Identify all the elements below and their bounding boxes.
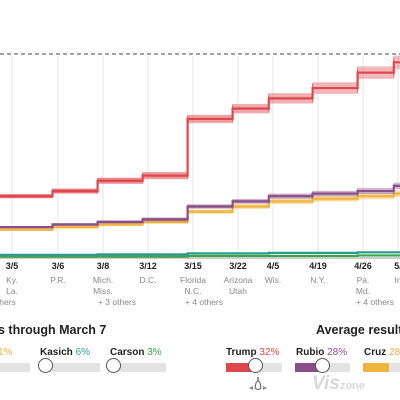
carson-name: Carson	[110, 347, 145, 358]
left-section-header: s through March 7	[0, 323, 107, 337]
state-label-group: Wis.	[265, 275, 282, 286]
date-tick-label: 5/	[394, 261, 400, 271]
kasich-slider-knob[interactable]	[38, 358, 53, 373]
carson-label: Carson 3%	[110, 347, 162, 358]
state-label-group: Ky. La.	[6, 275, 18, 297]
state-label-group: Pa. Md.	[356, 275, 370, 297]
state-label: Ky.	[6, 275, 18, 285]
state-label: D.C.	[139, 275, 157, 285]
state-label-group: Arizona Utah	[224, 275, 253, 297]
others-label-3-8: + 3 others	[97, 297, 137, 307]
series-trump-sim-7	[0, 61, 400, 197]
rubio-slider-knob[interactable]	[315, 358, 330, 373]
state-label: La.	[6, 286, 18, 296]
carson-pct: 3%	[147, 347, 162, 358]
carson-slider-knob[interactable]	[106, 358, 121, 373]
delegate-chart	[0, 53, 400, 259]
others-label-left: others	[0, 297, 16, 307]
date-tick-label: 3/8	[96, 261, 110, 271]
kasich-name: Kasich	[40, 347, 73, 358]
state-label: P.R.	[50, 275, 66, 285]
series-kasich-line	[0, 251, 400, 257]
rubio-slider-fill	[295, 363, 321, 372]
others-label-4-26: + 4 others	[355, 297, 395, 307]
date-tick-label: 3/6	[51, 261, 65, 271]
date-tick-label: 4/19	[309, 261, 327, 271]
cruz-label: Cruz 28	[364, 347, 400, 358]
series-trump-sim-13	[0, 55, 400, 196]
rubio-label: Rubio 28%	[296, 347, 347, 358]
state-label: Wis.	[264, 275, 282, 285]
state-label: Utah	[229, 286, 247, 296]
series-trump-sim-10	[0, 58, 400, 196]
cruz-pct: 28	[389, 347, 400, 358]
right-section-header: Average results	[316, 323, 400, 337]
partial-candidate-pct: 1%	[0, 347, 13, 358]
date-tick-label: 4/26	[354, 261, 372, 271]
rubio-pct: 28%	[327, 347, 348, 358]
state-label: Md.	[355, 286, 371, 296]
series-trump-sim-9	[0, 59, 400, 197]
series-cruz-line	[0, 192, 400, 231]
state-label: In	[394, 275, 400, 285]
state-label: Arizona	[223, 275, 253, 285]
kasich-pct: 6%	[75, 347, 91, 358]
series-trump-sim-12	[0, 56, 400, 196]
chart-svg	[0, 53, 400, 259]
trump-pct: 32%	[259, 347, 280, 358]
state-label-group: In	[394, 275, 400, 286]
cruz-name: Cruz	[364, 347, 387, 358]
cruz-slider-fill	[363, 363, 389, 372]
watermark-logo: Viszone	[312, 373, 365, 394]
cruz-slider-track[interactable]	[363, 363, 400, 372]
state-label: Florida	[180, 275, 206, 285]
partial-slider-track[interactable]	[0, 363, 30, 372]
kasich-slider-track[interactable]	[40, 363, 100, 372]
drag-cursor-icon	[249, 377, 267, 391]
state-label-group: Florida N.C.	[180, 275, 206, 297]
state-label: N.Y.	[310, 275, 326, 285]
series-trump-sim-11	[0, 57, 400, 196]
date-tick-label: 3/22	[229, 261, 247, 271]
carson-slider-track[interactable]	[108, 363, 166, 372]
series-trump-sim-8	[0, 60, 400, 197]
state-label: N.C.	[184, 286, 202, 296]
trump-slider-knob[interactable]	[248, 358, 263, 373]
series-trump-line	[0, 61, 400, 198]
trump-name: Trump	[226, 347, 257, 358]
state-label: Pa.	[356, 275, 370, 285]
others-label-3-15: + 4 others	[184, 297, 224, 307]
kasich-label: Kasich 6%	[40, 347, 90, 358]
series-rubio-line	[0, 184, 400, 229]
date-tick-label: 4/5	[266, 261, 280, 271]
date-tick-label: 3/12	[139, 261, 157, 271]
trump-slider-fill	[226, 363, 254, 372]
state-label: Mich.	[92, 275, 114, 285]
state-label-group: Mich. Miss.	[93, 275, 113, 297]
date-tick-label: 3/15	[184, 261, 202, 271]
state-label-group: D.C.	[140, 275, 157, 286]
date-tick-label: 3/5	[5, 261, 19, 271]
state-label-group: N.Y.	[310, 275, 325, 286]
series-carson-line	[0, 254, 400, 258]
trump-label: Trump 32%	[226, 347, 279, 358]
state-label-group: P.R.	[50, 275, 65, 286]
state-label: Miss.	[93, 286, 113, 296]
rubio-name: Rubio	[296, 347, 325, 358]
